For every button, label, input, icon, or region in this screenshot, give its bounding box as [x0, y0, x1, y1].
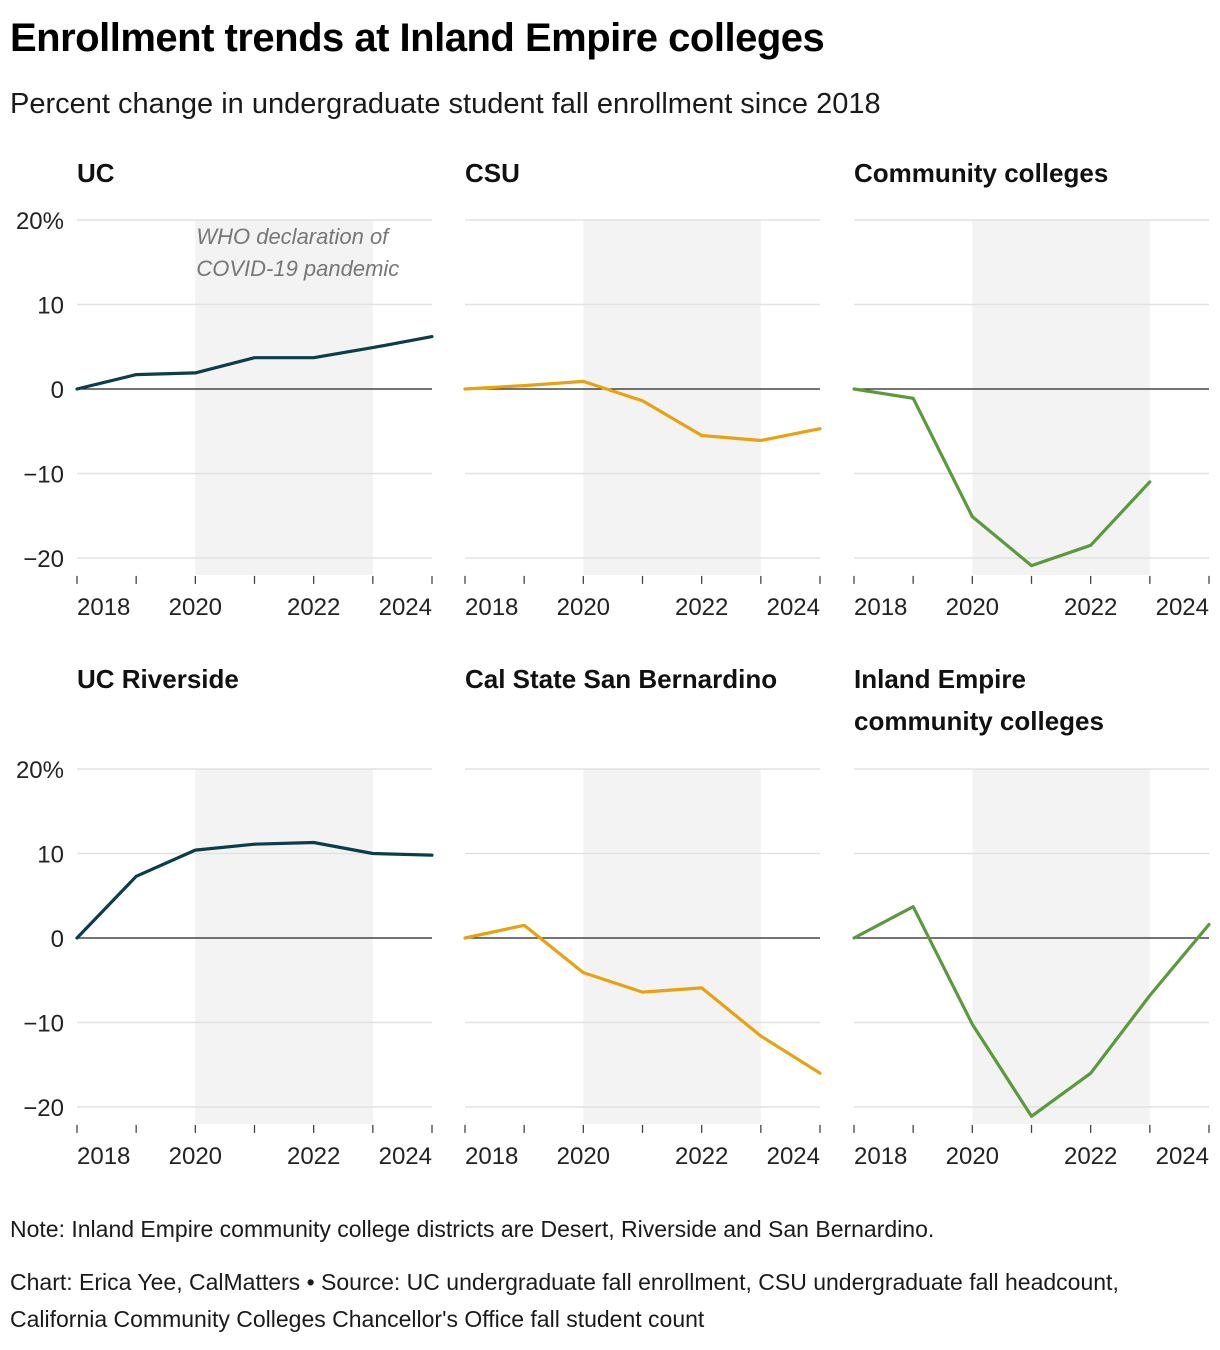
x-tick-label: 2018 [77, 1143, 130, 1170]
y-tick-label: 10 [37, 842, 64, 869]
small-multiples-chart: UC 20% 10 0 −10 −20 2018 2020 2022 2024 WHO declar… [16, 158, 1211, 1170]
x-tick-label: 2024 [1156, 1143, 1209, 1170]
x-tick-label: 2018 [465, 594, 518, 621]
x-tick-label: 2018 [854, 1143, 907, 1170]
x-tick-label: 2020 [946, 1143, 999, 1170]
series-line [852, 905, 1211, 1118]
y-tick-label: −20 [23, 546, 64, 573]
x-tick-label: 2022 [287, 1143, 340, 1170]
series-line [852, 387, 1152, 568]
panel-0: UC 20% 10 0 −10 −20 2018 2020 2022 2024 WHO declar… [16, 158, 434, 621]
panel-title: Cal State San Bernardino [465, 664, 777, 694]
x-tick-label: 2018 [465, 1143, 518, 1170]
y-tick-label: 0 [51, 377, 64, 404]
panel-title: CSU [465, 158, 520, 188]
series-line [463, 379, 822, 443]
y-tick-label: −10 [23, 462, 64, 489]
covid-period-band [972, 769, 1150, 1124]
covid-period-band [972, 220, 1150, 575]
x-tick-label: 2024 [379, 594, 432, 621]
x-tick-label: 2024 [767, 1143, 820, 1170]
chart-subtitle: Percent change in undergraduate student … [10, 88, 881, 120]
panel-4: Cal State San Bernardino 2018 2020 2022 2024 [463, 664, 822, 1170]
x-tick-label: 2022 [287, 594, 340, 621]
chart-credit: Chart: Erica Yee, CalMatters • Source: U… [10, 1269, 1119, 1332]
x-tick-label: 2020 [946, 594, 999, 621]
panel-5: Inland Empire community colleges 2018 2020 2… [852, 664, 1211, 1170]
y-tick-label: −20 [23, 1095, 64, 1122]
x-tick-label: 2022 [1064, 594, 1117, 621]
covid-period-band [195, 769, 373, 1124]
series-line [463, 923, 822, 1075]
chart-title: Enrollment trends at Inland Empire colle… [10, 16, 825, 60]
x-tick-label: 2024 [1156, 594, 1209, 621]
x-tick-label: 2018 [77, 594, 130, 621]
covid-period-band [583, 220, 761, 575]
x-tick-label: 2020 [169, 1143, 222, 1170]
panel-title: Inland Empire [854, 664, 1026, 694]
panel-title: Community colleges [854, 158, 1108, 188]
x-tick-label: 2020 [557, 1143, 610, 1170]
covid-annotation: COVID-19 pandemic [196, 256, 399, 281]
y-tick-label: 20% [16, 208, 64, 235]
x-tick-label: 2022 [1064, 1143, 1117, 1170]
x-tick-label: 2020 [169, 594, 222, 621]
panel-title: UC Riverside [77, 664, 239, 694]
covid-period-band [583, 769, 761, 1124]
y-tick-label: 20% [16, 757, 64, 784]
y-tick-label: −10 [23, 1011, 64, 1038]
x-tick-label: 2018 [854, 594, 907, 621]
chart-note: Note: Inland Empire community college di… [10, 1216, 935, 1242]
covid-period-band [195, 220, 373, 575]
panel-1: CSU 2018 2020 2022 2024 [463, 158, 822, 621]
y-tick-label: 0 [51, 926, 64, 953]
panel-title: UC [77, 158, 115, 188]
x-tick-label: 2020 [557, 594, 610, 621]
panel-title: community colleges [854, 706, 1104, 736]
x-tick-label: 2024 [767, 594, 820, 621]
series-line [75, 335, 434, 391]
series-line [75, 840, 434, 940]
x-tick-label: 2022 [675, 594, 728, 621]
panel-2: Community colleges 2018 2020 2022 2024 [852, 158, 1210, 621]
covid-annotation: WHO declaration of [196, 224, 391, 249]
x-tick-label: 2024 [379, 1143, 432, 1170]
panel-3: UC Riverside 20% 10 0 −10 −20 2018 2020 2022 2024 [16, 664, 434, 1170]
x-tick-label: 2022 [675, 1143, 728, 1170]
y-tick-label: 10 [37, 293, 64, 320]
